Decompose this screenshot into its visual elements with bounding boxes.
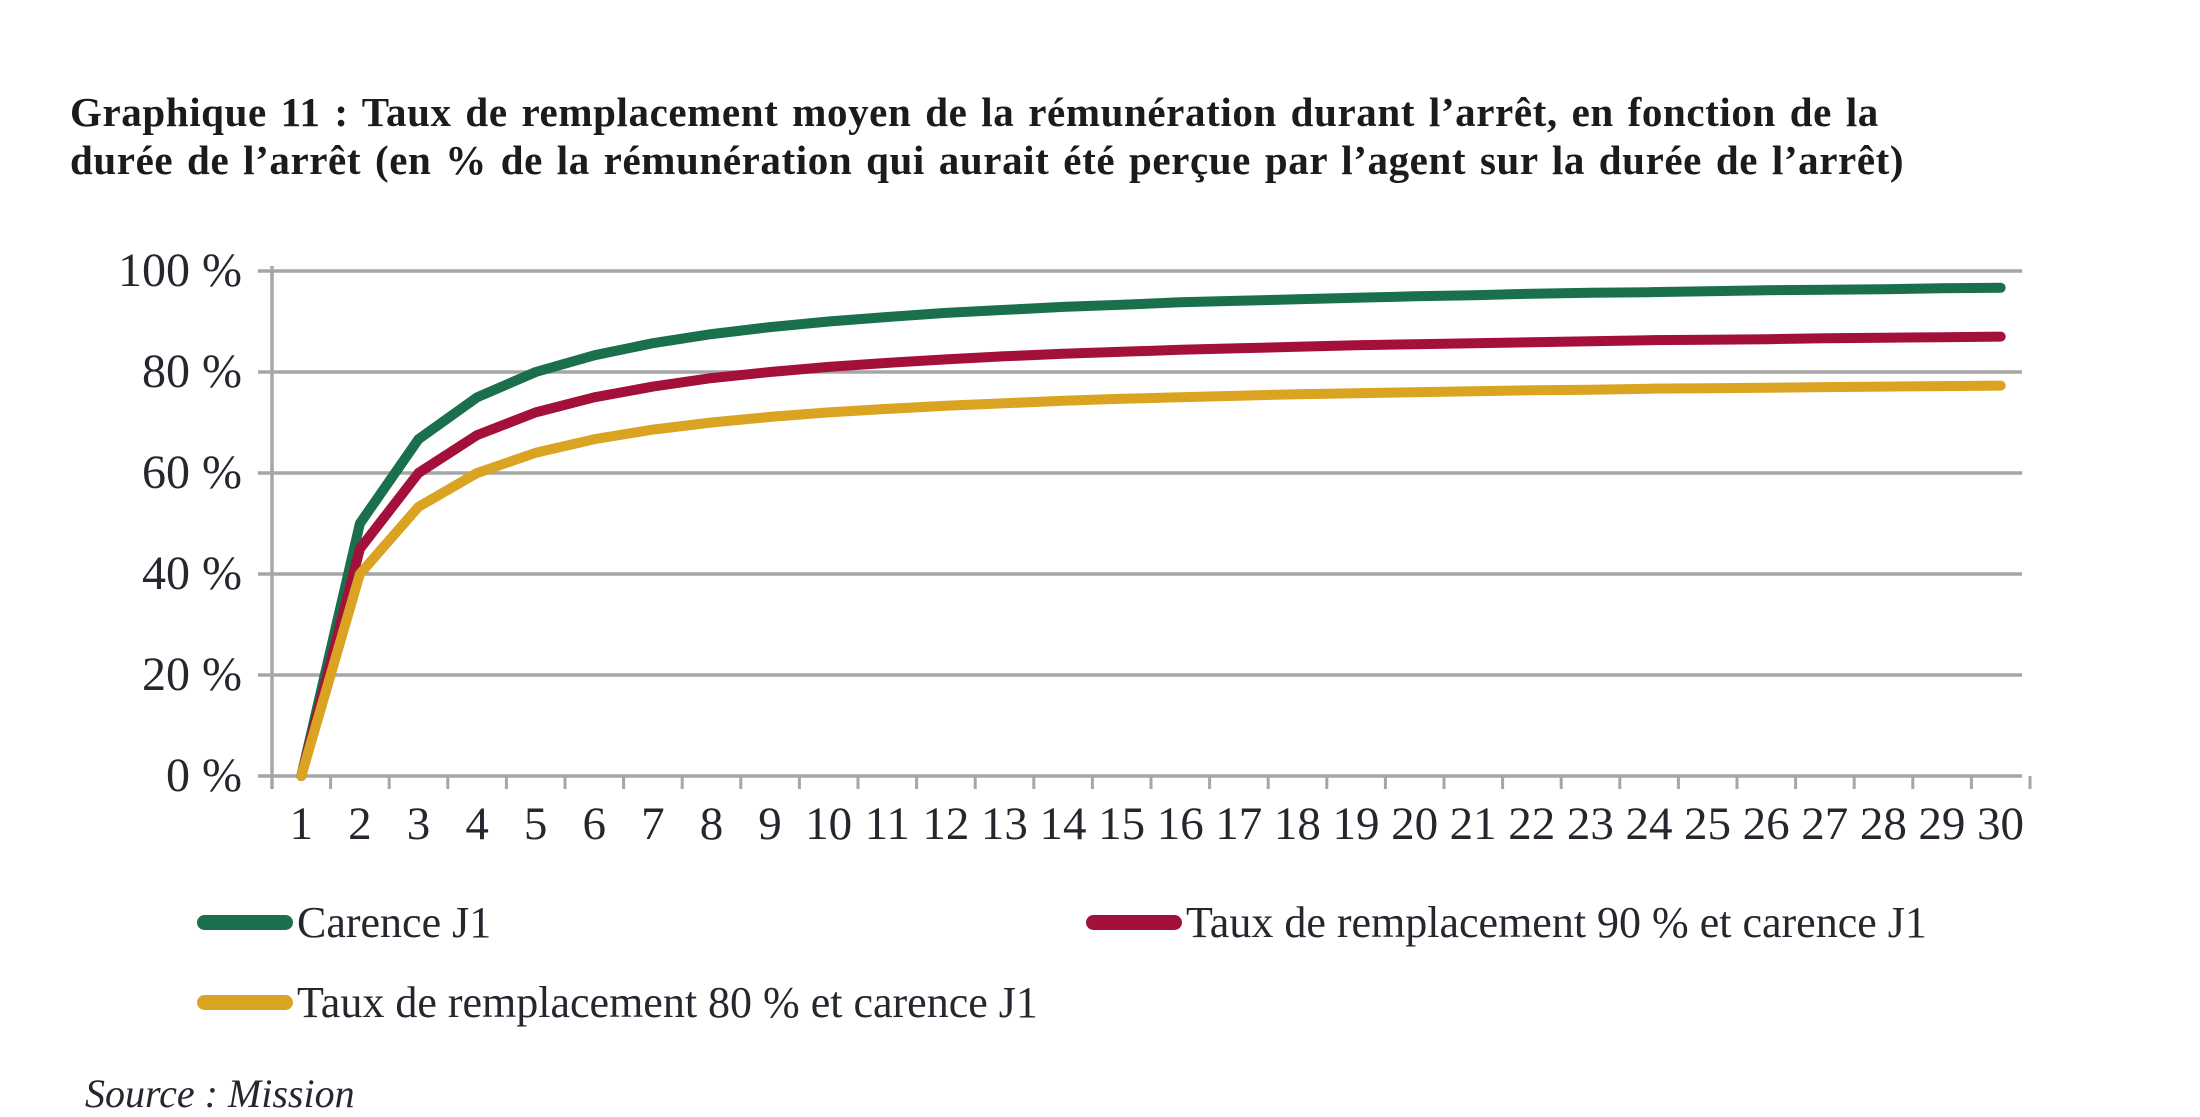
- x-axis-tick-label: 23: [1566, 798, 1614, 850]
- x-axis-tick-label: 7: [641, 798, 665, 850]
- series-line-1: [296, 331, 2006, 781]
- legend-swatch-yellow: [197, 994, 293, 1010]
- series-line-2: [296, 380, 2006, 781]
- x-axis-tick-label: 21: [1449, 798, 1497, 850]
- x-axis-tick-label: 3: [406, 798, 431, 850]
- legend-item-taux-80: Taux de remplacement 80 % et carence J1: [197, 976, 1038, 1028]
- y-axis-tick-label: 100 %: [118, 244, 242, 297]
- chart-title-line2: durée de l’arrêt (en % de la rémunératio…: [70, 137, 1905, 183]
- x-axis-tick-label: 9: [758, 798, 782, 850]
- x-axis-tick-label: 22: [1508, 798, 1556, 850]
- legend-label: Carence J1: [297, 897, 492, 947]
- y-axis-tick-label: 0 %: [166, 749, 242, 802]
- chart-title-line1: Graphique 11 : Taux de remplacement moye…: [70, 89, 1879, 135]
- x-axis-tick-label: 8: [699, 798, 724, 850]
- legend-item-carence-j1: Carence J1: [197, 896, 491, 948]
- x-axis-tick-label: 30: [1977, 798, 2025, 850]
- x-axis-tick-label: 14: [1039, 798, 1087, 850]
- x-axis-tick-label: 12: [922, 798, 970, 850]
- x-axis-tick-label: 4: [465, 798, 489, 850]
- y-axis-tick-label: 20 %: [142, 648, 242, 701]
- source-note: Source : Mission: [85, 1071, 355, 1116]
- legend-swatch-green: [197, 914, 293, 930]
- x-axis-tick-label: 10: [805, 798, 853, 850]
- x-axis-tick-label: 20: [1391, 798, 1439, 850]
- legend-item-taux-90: Taux de remplacement 90 % et carence J1: [1086, 896, 1927, 948]
- x-axis-tick-label: 28: [1859, 798, 1907, 850]
- x-axis-tick-label: 26: [1742, 798, 1790, 850]
- x-axis-tick-label: 18: [1273, 798, 1321, 850]
- x-axis-tick-label: 11: [864, 798, 910, 850]
- x-axis-tick-label: 27: [1801, 798, 1849, 850]
- legend-swatch-red: [1086, 914, 1182, 930]
- x-axis-tick-label: 15: [1098, 798, 1146, 850]
- x-axis-tick-label: 24: [1625, 798, 1673, 850]
- x-axis-tick-label: 25: [1684, 798, 1732, 850]
- y-axis-tick-label: 80 %: [142, 345, 242, 398]
- legend-label: Taux de remplacement 80 % et carence J1: [297, 977, 1038, 1027]
- y-axis-tick-label: 40 %: [142, 547, 242, 600]
- y-axis-tick-label: 60 %: [142, 446, 242, 499]
- x-axis-tick-label: 17: [1215, 798, 1263, 850]
- chart-title: Graphique 11 : Taux de remplacement moye…: [70, 88, 2132, 184]
- x-axis-tick-label: 19: [1332, 798, 1380, 850]
- legend-label: Taux de remplacement 90 % et carence J1: [1186, 897, 1927, 947]
- x-axis-tick-label: 29: [1918, 798, 1966, 850]
- series-line-0: [296, 282, 2006, 781]
- x-axis-tick-label: 6: [582, 798, 607, 850]
- x-axis-tick-label: 1: [289, 798, 314, 850]
- x-axis-tick-label: 16: [1156, 798, 1204, 850]
- x-axis: 1 2 3 4 5 6 7 8 9 10 11 12 13 14 15 16 17 18 19 20 21 22 23 24 2…: [272, 796, 2030, 852]
- x-axis-tick-label: 2: [348, 798, 372, 850]
- x-axis-tick-label: 5: [523, 798, 548, 850]
- x-axis-tick-label: 13: [980, 798, 1028, 850]
